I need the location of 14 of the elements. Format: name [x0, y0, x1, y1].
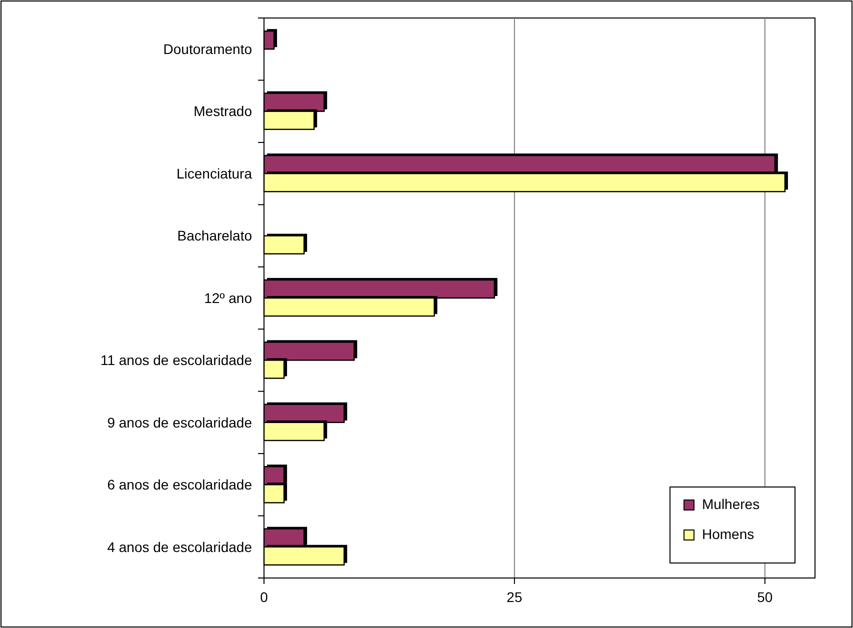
y-tick-label: 4 anos de escolaridade: [107, 538, 252, 555]
legend-label: Mulheres: [702, 496, 760, 512]
y-tick-label: Doutoramento: [163, 41, 252, 58]
y-tick-label: Licenciatura: [176, 165, 252, 182]
y-tick-label: 9 anos de escolaridade: [107, 414, 252, 430]
y-tick-label: Bacharelato: [177, 228, 252, 244]
y-tick-label: 12º ano: [204, 290, 252, 306]
x-tick-label: 25: [506, 589, 522, 605]
legend-label: Homens: [702, 526, 754, 542]
y-tick-label: 11 anos de escolaridade: [100, 352, 252, 368]
x-tick-label: 50: [757, 589, 773, 605]
x-tick-label: 0: [260, 589, 268, 605]
y-tick-label: Mestrado: [194, 103, 252, 120]
y-tick-label: 6 anos de escolaridade: [107, 476, 252, 493]
